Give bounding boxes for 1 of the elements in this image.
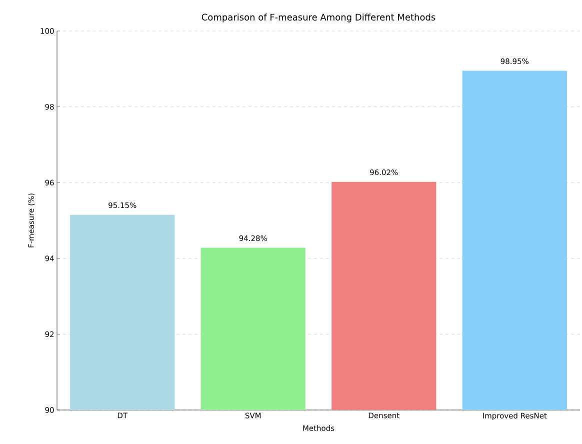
chart-title: Comparison of F-measure Among Different Methods bbox=[202, 14, 436, 22]
